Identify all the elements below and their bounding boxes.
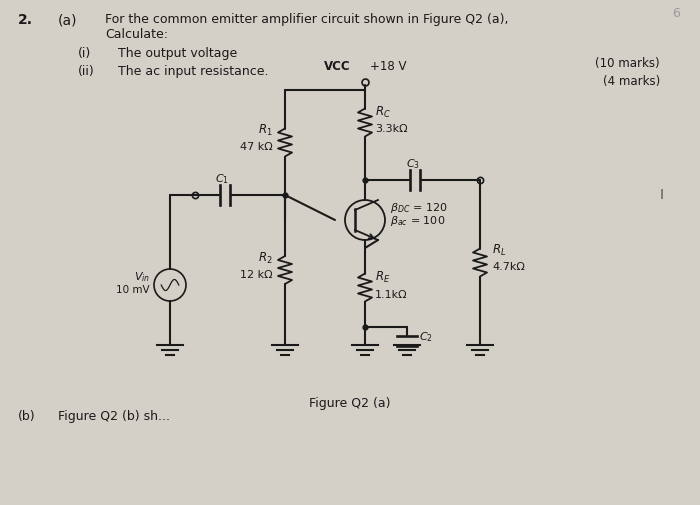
Text: (4 marks): (4 marks) — [603, 75, 660, 88]
Text: $C_2$: $C_2$ — [419, 330, 433, 344]
Text: $V_{in}$: $V_{in}$ — [134, 270, 150, 284]
Text: 12 kΩ: 12 kΩ — [240, 270, 273, 280]
Text: 10 mV: 10 mV — [116, 285, 150, 295]
Text: 47 kΩ: 47 kΩ — [240, 142, 273, 153]
Text: $C_1$: $C_1$ — [215, 172, 229, 186]
Text: 1.1kΩ: 1.1kΩ — [375, 289, 407, 299]
Text: For the common emitter amplifier circuit shown in Figure Q2 (a),: For the common emitter amplifier circuit… — [105, 13, 508, 26]
Text: $R_E$: $R_E$ — [375, 270, 391, 285]
Text: $\beta_{ac}$ = 100: $\beta_{ac}$ = 100 — [390, 214, 445, 228]
Text: $R_L$: $R_L$ — [492, 243, 506, 258]
Text: $R_1$: $R_1$ — [258, 123, 273, 138]
Text: The output voltage: The output voltage — [118, 47, 237, 60]
Text: $C_3$: $C_3$ — [406, 157, 420, 171]
Text: +18 V: +18 V — [370, 60, 407, 73]
Text: Figure Q2 (b) sh...: Figure Q2 (b) sh... — [58, 410, 170, 423]
Text: 6: 6 — [672, 7, 680, 20]
Text: VCC: VCC — [323, 60, 350, 73]
Text: (ii): (ii) — [78, 65, 94, 78]
Text: 3.3kΩ: 3.3kΩ — [375, 124, 407, 133]
Text: $R_2$: $R_2$ — [258, 250, 273, 266]
Text: 2.: 2. — [18, 13, 33, 27]
Text: I: I — [660, 188, 664, 202]
Text: Calculate:: Calculate: — [105, 28, 168, 41]
Text: (10 marks): (10 marks) — [596, 57, 660, 70]
Text: (a): (a) — [58, 13, 78, 27]
Text: Figure Q2 (a): Figure Q2 (a) — [309, 397, 391, 410]
Text: (i): (i) — [78, 47, 91, 60]
Text: The ac input resistance.: The ac input resistance. — [118, 65, 269, 78]
Text: $\beta_{DC}$ = 120: $\beta_{DC}$ = 120 — [390, 201, 448, 215]
Text: $R_C$: $R_C$ — [375, 105, 391, 120]
Text: (b): (b) — [18, 410, 36, 423]
Text: 4.7kΩ: 4.7kΩ — [492, 263, 525, 273]
